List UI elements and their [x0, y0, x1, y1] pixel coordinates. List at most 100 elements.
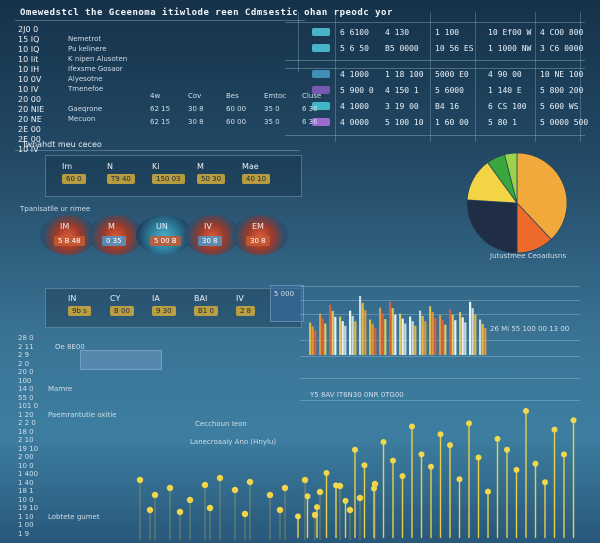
lower-list-code: 28 0: [18, 334, 34, 342]
lower-badge-panel: [80, 350, 162, 370]
section-b-orb: [88, 215, 144, 255]
bar: [411, 321, 414, 355]
bar: [401, 318, 404, 355]
lower-list-code: 10 0: [18, 461, 34, 470]
table-cell: 5 900 0: [340, 86, 374, 95]
bar: [374, 328, 377, 355]
row-color-icon: [312, 28, 330, 36]
table-cell: B5 0000: [385, 44, 419, 53]
section-b-value: 5 00 B: [150, 236, 181, 246]
mid-strip-value: 62 15: [150, 118, 171, 126]
section-c-side-panel: [270, 285, 304, 322]
stem-dot: [295, 513, 301, 520]
lower-list-code: 1 9: [18, 529, 30, 538]
lower-list-code: 18 1: [18, 487, 34, 495]
table-cell: 5 600 WS: [540, 102, 579, 111]
table-cell: 3 19 00: [385, 102, 419, 111]
bar: [354, 321, 357, 355]
pie-slice: [504, 152, 518, 204]
table-cell: 10 Ef00 W: [488, 28, 532, 37]
left-list-code: 10 0V: [18, 75, 42, 84]
section-b-value: 5 B 48: [54, 236, 85, 246]
bar: [324, 323, 327, 355]
bar: [369, 319, 372, 355]
section-a-value: 150 03: [152, 174, 185, 184]
table-cell: 1 18 100: [385, 70, 424, 79]
scatter-label-a: Cecchoun Ieon: [195, 420, 247, 428]
lower-list-code: 2 11: [18, 342, 34, 351]
table-cell: B4 16: [435, 102, 460, 111]
section-a-value: 40 10: [242, 174, 271, 184]
section-b-header: UN: [156, 222, 168, 231]
left-list-code: 10 IQ: [18, 45, 40, 54]
row-color-icon: [312, 86, 330, 94]
table-cell: 10 NE 100: [540, 70, 584, 79]
mid-strip-value: 6 36: [302, 105, 318, 113]
bar: [481, 323, 484, 355]
stem-dot: [485, 488, 491, 495]
bar: [464, 322, 467, 355]
bar: [454, 320, 457, 355]
stem-dot: [390, 457, 396, 464]
bar: [441, 319, 444, 355]
stem-dot: [523, 408, 529, 414]
section-a-header: M: [197, 162, 204, 171]
section-b-header: M: [108, 222, 115, 231]
left-list-code: 2E 00: [18, 135, 41, 144]
scatter-label-b: Lanecroaaiy Ano (Hnylu): [190, 438, 277, 446]
mid-strip-value: 35 0: [264, 105, 280, 113]
table-cell: 4 150 1: [385, 86, 419, 95]
lower-list-code: 1 40: [18, 478, 34, 487]
bar: [484, 328, 487, 355]
lower-list-code: 1 10: [18, 512, 34, 521]
stem-chart: [295, 408, 577, 538]
bar: [394, 314, 397, 355]
left-list-text: Mecuon: [68, 115, 96, 123]
section-a-header: Im: [62, 162, 73, 171]
bar: [341, 321, 344, 355]
stem-dot: [418, 451, 425, 458]
stem-dot: [342, 497, 349, 504]
left-list-text: K nipen Alusoten: [68, 55, 128, 63]
stem-dot: [352, 446, 358, 453]
section-a-value: 60 0: [62, 174, 86, 184]
mid-strip-label: Cluse: [302, 92, 322, 100]
pie-chart: [466, 152, 568, 254]
lower-list-code: 19 10: [18, 444, 39, 453]
bar: [321, 318, 324, 355]
stem-dot: [504, 446, 510, 453]
lower-list-code: 2 00: [18, 453, 34, 461]
lower-list-code: 14 0: [18, 385, 34, 393]
stem-dot: [314, 504, 320, 511]
table-cell: 3 C6 0000: [540, 44, 584, 53]
pie-slice: [516, 152, 568, 241]
section-b-header: IM: [60, 222, 70, 231]
mid-strip-label: Cov: [188, 92, 202, 100]
bar: [379, 307, 382, 355]
table-cell: 10 56 ES: [435, 44, 474, 53]
left-list-text: Pu kelinere: [68, 45, 107, 53]
pie-label: Jutustmee Ceoadusns: [490, 252, 567, 260]
left-list-code: 2E 00: [18, 125, 41, 134]
bar: [349, 310, 352, 355]
lower-list-code: 2 0: [18, 359, 30, 368]
section-a-title: Twnahdt meu ceceo: [22, 140, 102, 149]
lower-list-code: 2 9: [18, 351, 30, 359]
bar: [404, 323, 407, 355]
stem-dot: [456, 476, 463, 483]
lower-list-code: 1 00: [18, 521, 34, 529]
section-b-orb: [232, 215, 288, 255]
table-cell: 4 CO0 800: [540, 28, 584, 37]
section-b-value: 30 8: [198, 236, 222, 246]
left-list-code: 10 IV: [18, 145, 39, 154]
bar: [364, 310, 367, 355]
stem-dot: [304, 493, 311, 500]
bar: [361, 303, 364, 355]
bar: [331, 310, 334, 355]
stem-dot: [561, 451, 567, 458]
bar-chart: [309, 295, 487, 355]
lower-list-code: 101 0: [18, 402, 39, 410]
bar: [461, 317, 464, 355]
stem-dot: [428, 463, 434, 470]
bar: [474, 314, 477, 355]
